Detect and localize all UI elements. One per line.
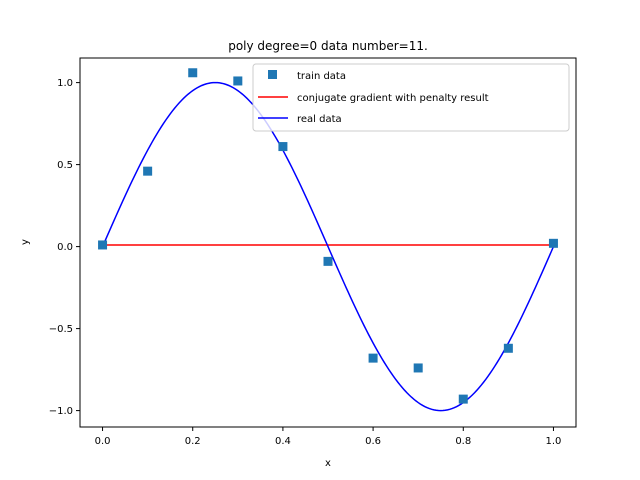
series-line-real-data <box>101 81 555 412</box>
train-data-point <box>413 363 423 373</box>
chart-title: poly degree=0 data number=11. <box>228 39 428 53</box>
train-data-point <box>98 240 108 250</box>
markers-layer <box>98 68 558 404</box>
train-data-point <box>458 394 468 404</box>
y-axis: −1.0 −0.5 0.0 0.5 1.0 <box>49 78 80 417</box>
train-data-point <box>143 166 153 176</box>
y-tick-label: 0.5 <box>57 160 73 171</box>
y-axis-label: y <box>20 239 31 245</box>
y-tick-label: −0.5 <box>49 324 73 335</box>
x-axis: 0.0 0.2 0.4 0.6 0.8 1.0 <box>95 427 562 447</box>
x-tick-label: 0.2 <box>185 436 201 447</box>
legend-box <box>252 63 570 132</box>
y-tick-label: 1.0 <box>57 78 73 89</box>
x-tick-label: 1.0 <box>546 436 562 447</box>
y-tick-label: −1.0 <box>49 406 73 417</box>
legend: train data conjugate gradient with penal… <box>252 63 570 132</box>
legend-marker-train-data <box>268 70 277 79</box>
y-tick-label: 0.0 <box>57 242 73 253</box>
axes-frame <box>79 57 577 428</box>
train-data-point <box>368 353 378 363</box>
train-data-point <box>503 343 513 353</box>
train-data-point <box>548 238 558 248</box>
train-data-point <box>323 256 333 266</box>
x-tick-label: 0.0 <box>95 436 111 447</box>
x-tick-label: 0.8 <box>455 436 471 447</box>
legend-label-conjugate-gradient: conjugate gradient with penalty result <box>297 93 489 104</box>
x-tick-label: 0.6 <box>365 436 381 447</box>
train-data-point <box>278 142 288 152</box>
legend-label-train-data: train data <box>297 71 346 82</box>
train-data-point <box>233 76 243 86</box>
lines-layer <box>101 81 555 412</box>
legend-label-real-data: real data <box>297 114 342 125</box>
train-data-point <box>188 68 198 78</box>
x-axis-label: x <box>325 458 331 469</box>
x-tick-label: 0.4 <box>275 436 291 447</box>
plot-area <box>98 68 558 412</box>
